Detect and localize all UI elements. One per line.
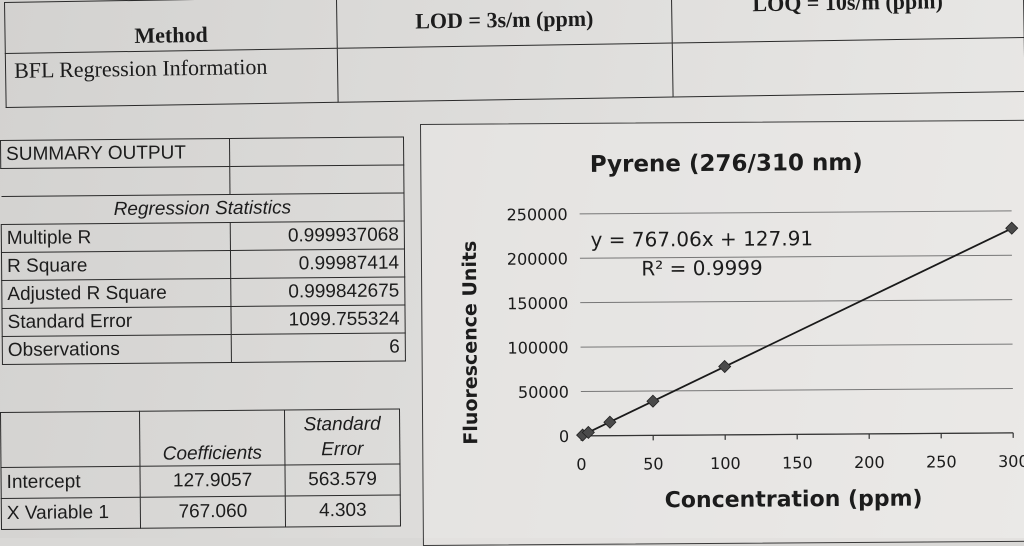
stat-label: Adjusted R Square: [2, 278, 231, 308]
chart-area: Pyrene (276/310 nm) Fluorescence Units C…: [420, 120, 1024, 546]
method-header: Method: [5, 0, 338, 53]
stat-row: Adjusted R Square 0.999842675: [2, 277, 405, 309]
coef-row: X Variable 1 767.060 4.303: [1, 495, 400, 529]
data-point: [1006, 222, 1018, 234]
summary-title: SUMMARY OUTPUT: [1, 139, 230, 169]
gridline: [580, 300, 1012, 303]
stat-value: 0.999842675: [230, 277, 405, 307]
data-point: [719, 360, 731, 372]
gridline: [581, 344, 1013, 347]
x-tick-label: 200: [854, 453, 885, 472]
stat-row: R Square 0.99987414: [1, 249, 404, 281]
coef-value: 767.060: [140, 496, 285, 528]
summary-blank-cell: [229, 165, 404, 195]
stat-row: Observations 6: [2, 333, 405, 365]
stat-value: 0.99987414: [230, 249, 405, 279]
summary-blank-cell: [1, 166, 230, 196]
coef-corner-cell: [1, 411, 140, 467]
coef-row: Intercept 127.9057 563.579: [1, 464, 400, 498]
stat-label: Standard Error: [2, 306, 231, 336]
stat-label: Multiple R: [1, 222, 230, 252]
data-point: [647, 395, 659, 407]
x-tick-label: 250: [926, 452, 957, 471]
y-tick-label: 100000: [507, 338, 568, 357]
trendline-r2: R² = 0.9999: [641, 256, 763, 281]
method-table: Method LOD = 3s/m (ppm) LOQ = 10s/m (ppm…: [4, 0, 1024, 110]
trendline-equation: y = 767.06x + 127.91: [590, 226, 813, 252]
x-axis-label: Concentration (ppm): [665, 487, 923, 514]
y-tick-label: 250000: [506, 205, 567, 224]
x-tick-label: 0: [576, 455, 586, 474]
loq-header: LOQ = 10s/m (ppm): [671, 0, 1024, 43]
data-point: [604, 416, 616, 428]
stat-row: Multiple R 0.999937068: [1, 221, 404, 253]
coef-label: X Variable 1: [1, 497, 140, 529]
stat-value: 1099.755324: [231, 305, 406, 335]
coef-label: Intercept: [1, 466, 140, 498]
stat-label: Observations: [2, 334, 231, 364]
y-axis-label: Fluorescence Units: [459, 241, 482, 445]
lod-value-cell: [337, 43, 673, 102]
x-tick-label: 300: [998, 452, 1024, 471]
x-tick-label: 50: [643, 454, 663, 473]
lod-header: LOD = 3s/m (ppm): [336, 0, 672, 48]
stat-value: 6: [231, 333, 406, 363]
y-tick-label: 0: [559, 427, 569, 446]
gridline: [580, 211, 1012, 214]
coefficients-header: Coefficients: [139, 410, 284, 466]
coef-se: 563.579: [285, 464, 400, 496]
chart-title: Pyrene (276/310 nm): [590, 150, 863, 178]
pyrene-chart: Pyrene (276/310 nm) Fluorescence Units C…: [421, 121, 1024, 543]
x-tick-label: 150: [782, 453, 813, 472]
stat-label: R Square: [1, 250, 230, 280]
standard-error-header: Standard Error: [284, 409, 399, 465]
y-tick-label: 150000: [507, 294, 568, 313]
coefficients-table: Coefficients Standard Error Intercept 12…: [0, 408, 405, 530]
bfl-row-label: BFL Regression Information: [5, 48, 338, 107]
coef-se: 4.303: [285, 495, 400, 527]
coef-value: 127.9057: [140, 465, 285, 497]
regression-statistics-heading: Regression Statistics: [1, 193, 404, 225]
x-tick-label: 100: [710, 454, 741, 473]
summary-output-table: SUMMARY OUTPUT Regression Statistics Mul…: [0, 136, 406, 365]
y-tick-label: 50000: [518, 383, 569, 402]
y-tick-label: 200000: [507, 249, 568, 268]
summary-empty-cell: [229, 137, 404, 167]
loq-value-cell: [672, 37, 1024, 97]
stat-value: 0.999937068: [230, 221, 405, 251]
gridline: [581, 388, 1013, 391]
stat-row: Standard Error 1099.755324: [2, 305, 405, 337]
